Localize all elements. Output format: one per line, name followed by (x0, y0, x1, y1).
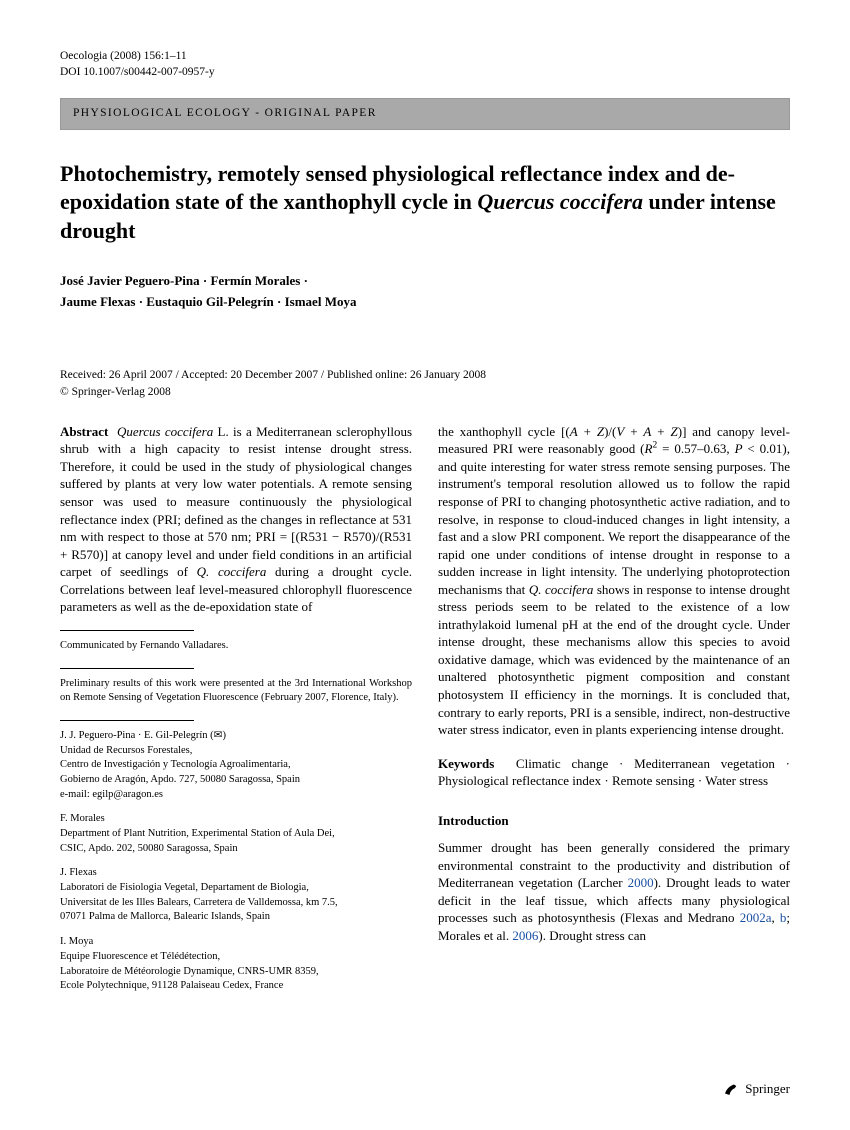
cite-year-2006: 2006 (512, 928, 538, 943)
keywords: Keywords Climatic change · Mediterranean… (438, 755, 790, 790)
authors: José Javier Peguero-Pina · Fermín Morale… (60, 271, 790, 311)
article-title: Photochemistry, remotely sensed physiolo… (60, 160, 790, 246)
affiliation-3: J. Flexas Laboratori de Fisiologia Veget… (60, 866, 412, 925)
affiliation-2: F. Morales Department of Plant Nutrition… (60, 812, 412, 856)
footnote-rule (60, 630, 194, 631)
aff4-line2: Laboratoire de Météorologie Dynamique, C… (60, 965, 412, 980)
article-category: PHYSIOLOGICAL ECOLOGY - ORIGINAL PAPER (60, 98, 790, 130)
affiliation-4: I. Moya Equipe Fluorescence et Télédétec… (60, 935, 412, 994)
springer-horse-icon (722, 1080, 740, 1098)
publication-dates: Received: 26 April 2007 / Accepted: 20 D… (60, 368, 790, 384)
publisher-logo: Springer (722, 1080, 790, 1098)
aff1-line1: Unidad de Recursos Forestales, (60, 744, 412, 759)
footnote-rule (60, 668, 194, 669)
journal-header: Oecologia (2008) 156:1–11 DOI 10.1007/s0… (60, 48, 790, 80)
authors-line-1: José Javier Peguero-Pina · Fermín Morale… (60, 271, 790, 291)
preliminary-note: Preliminary results of this work were pr… (60, 677, 412, 706)
publisher-name: Springer (745, 1080, 790, 1098)
title-species-italic: Quercus coccifera (477, 189, 643, 214)
body-columns: Abstract Quercus coccifera L. is a Medit… (60, 423, 790, 1004)
affiliation-1: J. J. Peguero-Pina · E. Gil-Pelegrín (✉)… (60, 729, 412, 802)
aff2-line1: Department of Plant Nutrition, Experimen… (60, 827, 412, 842)
introduction-text: Summer drought has been generally consid… (438, 839, 790, 944)
aff4-line1: Equipe Fluorescence et Télédétection, (60, 950, 412, 965)
footnotes: Communicated by Fernando Valladares. Pre… (60, 630, 412, 994)
aff1-names: J. J. Peguero-Pina · E. Gil-Pelegrín (✉) (60, 729, 412, 744)
aff1-line2: Centro de Investigación y Tecnología Agr… (60, 758, 412, 773)
abstract-paragraph: Abstract Quercus coccifera L. is a Medit… (60, 423, 412, 616)
aff1-line4: e-mail: egilp@aragon.es (60, 788, 412, 803)
aff4-names: I. Moya (60, 935, 412, 950)
introduction-heading: Introduction (438, 812, 790, 830)
aff2-line2: CSIC, Apdo. 202, 50080 Saragossa, Spain (60, 842, 412, 857)
cite-year-2002a: 2002a (740, 910, 772, 925)
copyright: © Springer-Verlag 2008 (60, 385, 790, 401)
left-column: Abstract Quercus coccifera L. is a Medit… (60, 423, 412, 1004)
aff4-line3: Ecole Polytechnique, 91128 Palaiseau Ced… (60, 979, 412, 994)
journal-citation: Oecologia (2008) 156:1–11 (60, 48, 790, 64)
aff3-line2: Universitat de les Illes Balears, Carret… (60, 896, 412, 911)
aff1-line3: Gobierno de Aragón, Apdo. 727, 50080 Sar… (60, 773, 412, 788)
aff3-line1: Laboratori de Fisiologia Vegetal, Depart… (60, 881, 412, 896)
keywords-label: Keywords (438, 756, 494, 771)
abstract-species: Quercus coccifera (117, 424, 213, 439)
right-column: the xanthophyll cycle [(A + Z)/(V + A + … (438, 423, 790, 1004)
abstract-text-col2: the xanthophyll cycle [(A + Z)/(V + A + … (438, 423, 790, 739)
aff2-names: F. Morales (60, 812, 412, 827)
footnote-rule (60, 720, 194, 721)
authors-line-2: Jaume Flexas · Eustaquio Gil-Pelegrín · … (60, 292, 790, 312)
aff3-line3: 07071 Palma de Mallorca, Balearic Island… (60, 910, 412, 925)
journal-doi: DOI 10.1007/s00442-007-0957-y (60, 64, 790, 80)
cite-year-2000: 2000 (628, 875, 654, 890)
abstract-label: Abstract (60, 424, 108, 439)
communicated-by: Communicated by Fernando Valladares. (60, 639, 412, 654)
abstract-text-col1: L. is a Mediterranean sclerophyllous shr… (60, 424, 412, 614)
aff3-names: J. Flexas (60, 866, 412, 881)
